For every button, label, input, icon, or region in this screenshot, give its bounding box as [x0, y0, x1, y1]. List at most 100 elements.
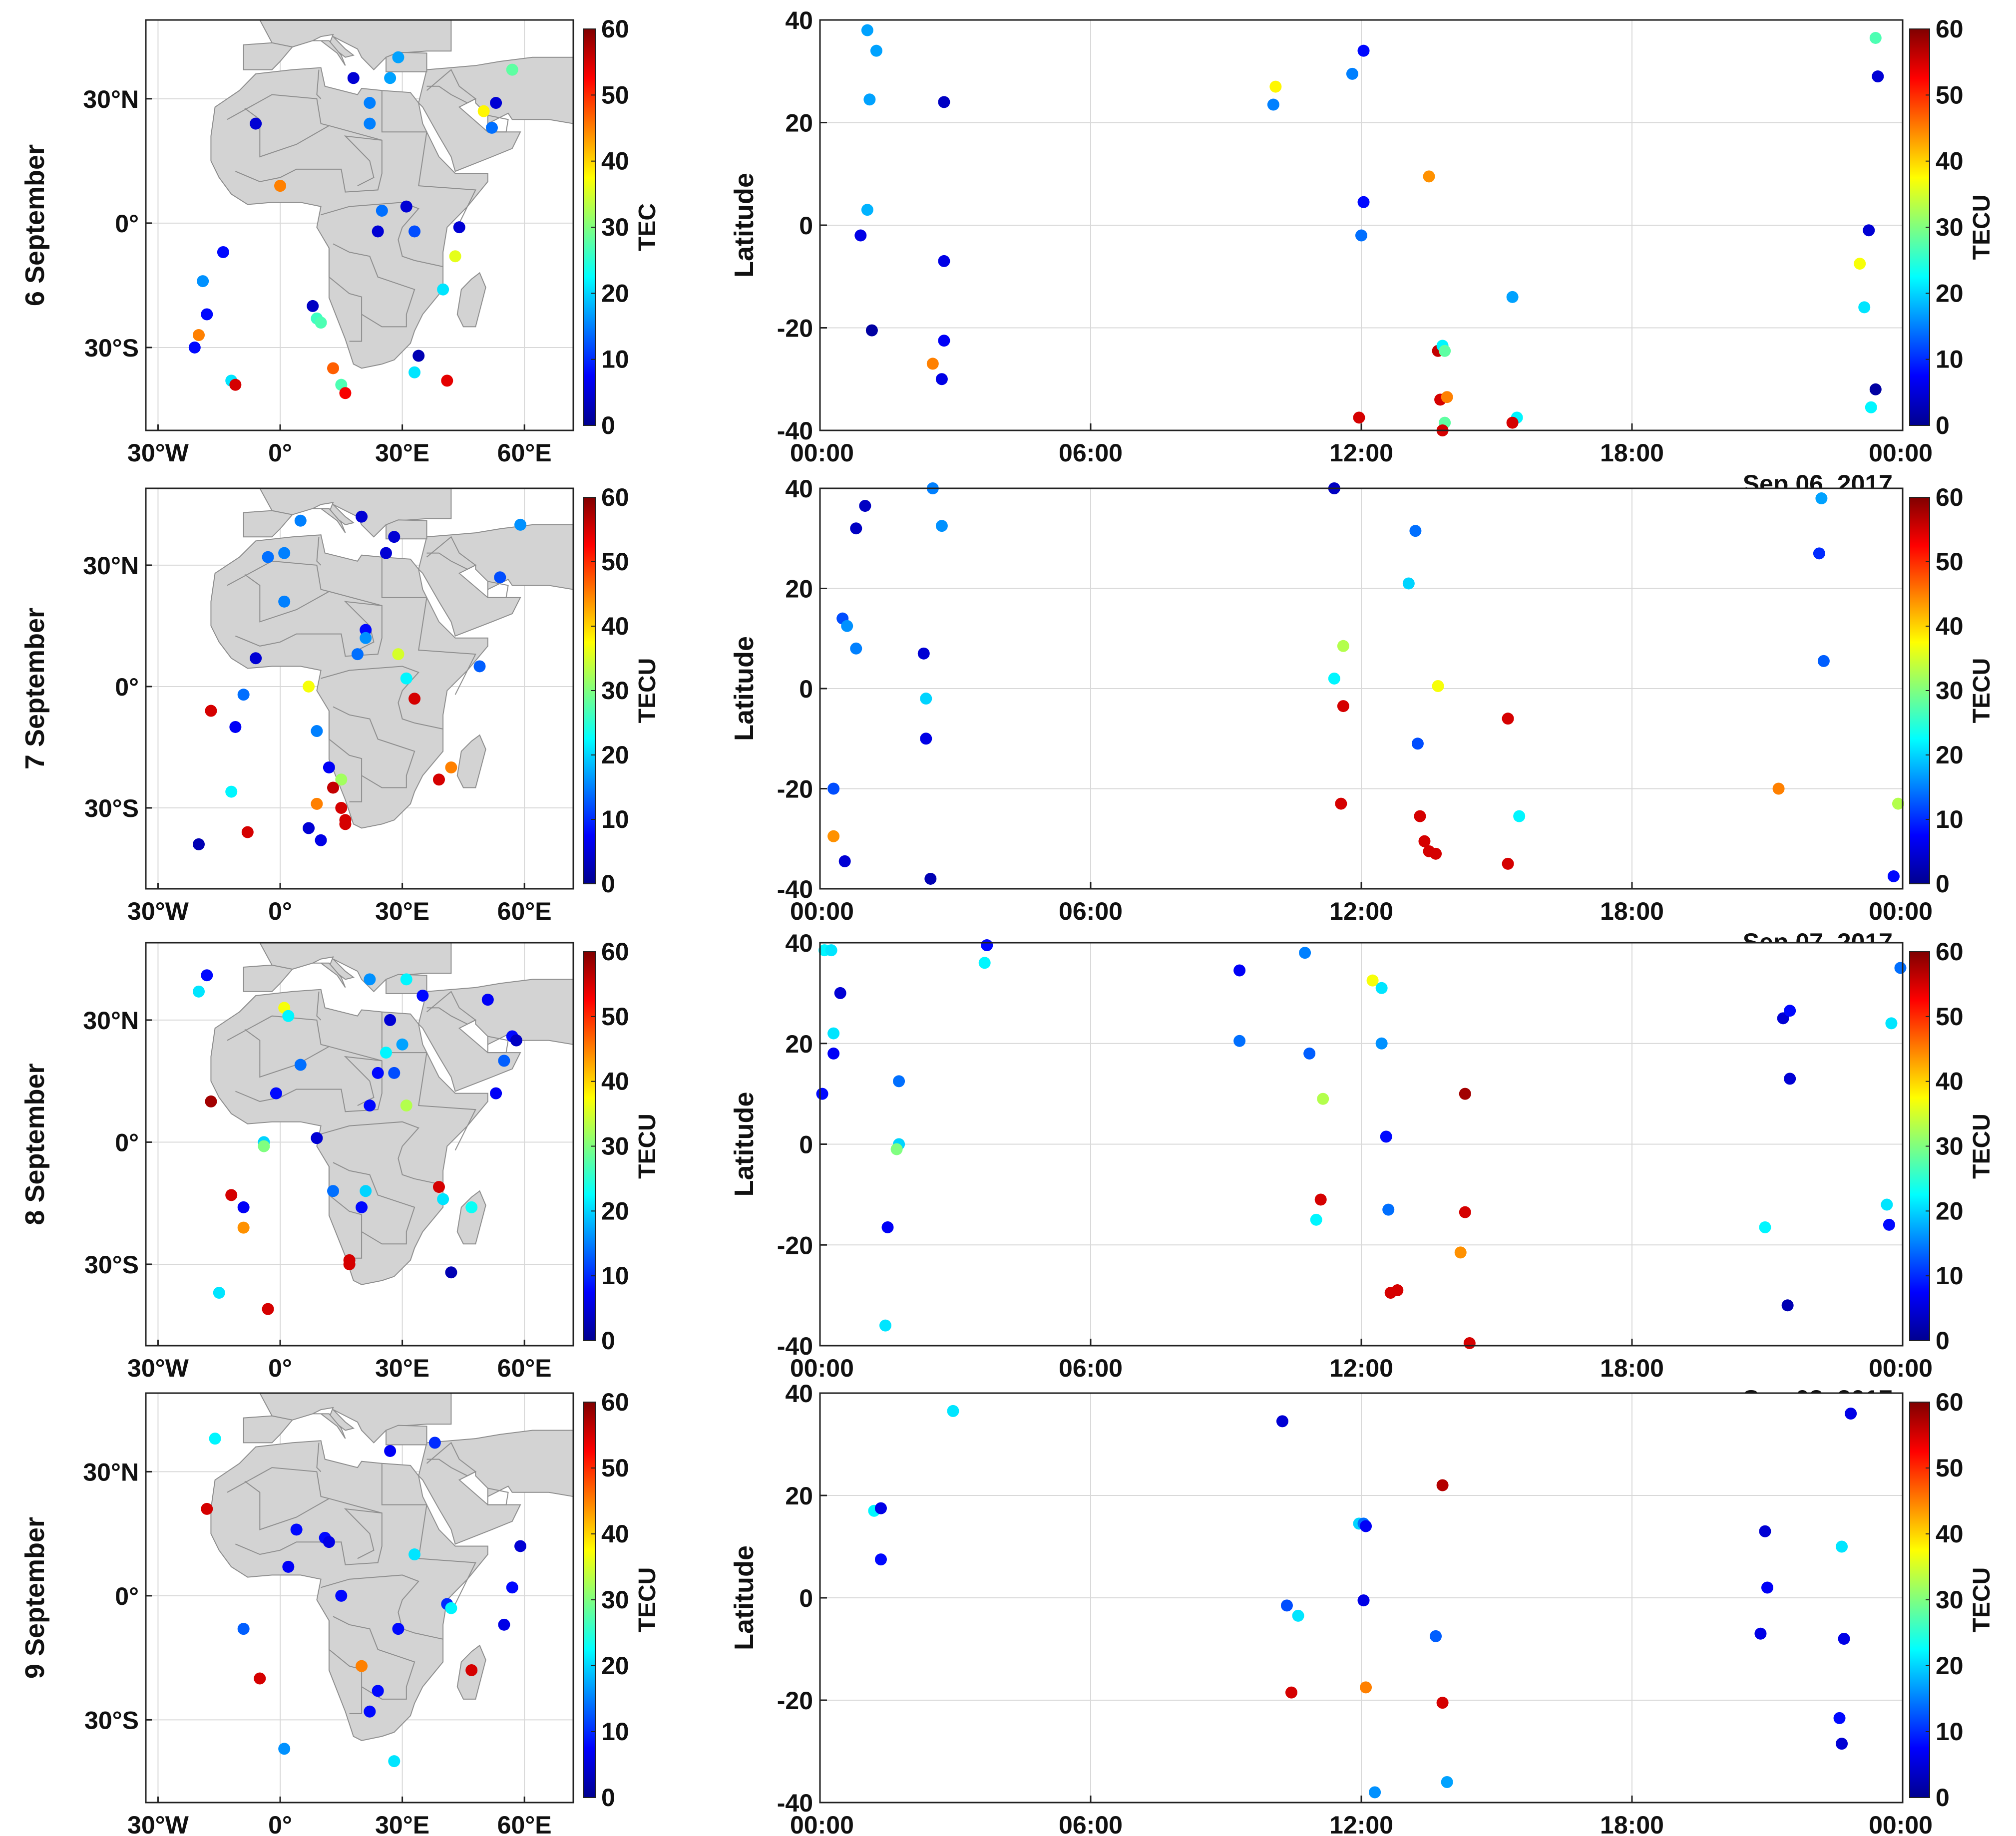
- map-content: [146, 943, 573, 1346]
- colorbar-tick-label: 60: [1936, 15, 1964, 43]
- map-lat-tick-label: 0°: [115, 1582, 139, 1610]
- ts-data-point: [1838, 1633, 1850, 1645]
- timeseries-colorbar: 0 10 20 30 40 50 60 TECU: [1909, 15, 1995, 439]
- land-polygon: [313, 1413, 346, 1439]
- map-station-point: [510, 1034, 522, 1047]
- map-station-point: [237, 1623, 250, 1635]
- map-station-point: [400, 672, 412, 685]
- panel-row-3: 30°W 0° 30°E 60°E 30°N 0° 30°S 8 September 0 10 20…: [20, 929, 1995, 1413]
- land-polygon: [313, 508, 346, 533]
- country-border: [426, 1442, 477, 1476]
- map-lon-tick-label: 60°E: [497, 897, 552, 925]
- ts-data-point: [827, 782, 840, 795]
- map-station-point: [364, 117, 376, 130]
- colorbar-tick-label: 10: [1936, 805, 1964, 833]
- country-border: [381, 1463, 476, 1604]
- ts-x-tick-label: 06:00: [1059, 897, 1123, 925]
- ts-data-point: [1506, 416, 1519, 429]
- map-station-point: [392, 1623, 404, 1635]
- map-frame: [145, 19, 574, 431]
- colorbar-tick-label: 60: [1936, 938, 1964, 966]
- map-station-point: [514, 1540, 527, 1552]
- map-station-point: [217, 246, 229, 258]
- colorbar-label: TECU: [1969, 1113, 1995, 1179]
- map-station-point: [278, 595, 291, 608]
- map-station-point: [294, 514, 307, 527]
- country-border: [227, 1467, 330, 1499]
- map-station-point: [408, 1548, 421, 1561]
- map-station-point: [250, 117, 262, 130]
- map-station-point: [258, 1140, 270, 1152]
- ts-x-tick-label: 00:00: [1869, 897, 1933, 925]
- map-station-point: [412, 350, 425, 362]
- country-border: [426, 69, 477, 104]
- country-border: [321, 202, 443, 267]
- colorbar-tick-label: 50: [1936, 1003, 1964, 1031]
- land-polygon: [456, 734, 486, 788]
- map-station-point: [473, 660, 486, 673]
- ts-data-point: [1328, 672, 1340, 685]
- country-border: [349, 775, 363, 802]
- colorbar-tick-label: 50: [601, 548, 629, 576]
- ts-data-point: [1759, 1221, 1771, 1233]
- colorbar-tick-label: 10: [601, 346, 629, 373]
- colorbar-tick-label: 60: [601, 1388, 629, 1416]
- ts-data-point: [1833, 1712, 1846, 1724]
- map-station-point: [437, 283, 449, 296]
- ts-y-tick-label: 20: [785, 109, 813, 137]
- country-border: [349, 1687, 363, 1714]
- ts-data-point: [841, 620, 853, 632]
- ts-y-tick-label: 0: [799, 1131, 813, 1159]
- ts-data-point: [1276, 1415, 1288, 1428]
- ts-data-point: [1454, 1246, 1467, 1259]
- colorbar-tick-label: 40: [601, 147, 629, 175]
- country-border: [381, 90, 476, 232]
- ts-data-point: [859, 500, 871, 512]
- map-station-point: [416, 989, 429, 1002]
- map-colorbar: 0 10 20 30 40 50 60 TECU: [583, 938, 661, 1355]
- map-lat-tick-label: 30°N: [83, 85, 139, 113]
- ts-data-point: [1836, 1738, 1848, 1750]
- map-station-point: [225, 785, 238, 798]
- ts-data-point: [917, 647, 930, 660]
- africa-landmass: [210, 20, 573, 369]
- ts-y-tick-label: -40: [777, 875, 813, 903]
- ts-data-point: [861, 24, 873, 36]
- map-station-point: [364, 1100, 376, 1112]
- ts-data-point: [1360, 1681, 1372, 1694]
- colorbar-tick-label: 60: [1936, 483, 1964, 511]
- ts-data-point: [1380, 1130, 1392, 1143]
- map-station-point: [498, 1618, 510, 1631]
- ts-data-point: [870, 44, 882, 57]
- ts-x-tick-label: 00:00: [1869, 1811, 1933, 1836]
- ts-data-point: [1815, 492, 1828, 505]
- map-lat-tick-label: 30°S: [84, 334, 139, 362]
- ts-ylabel: Latitude: [729, 636, 759, 741]
- map-station-point: [408, 693, 421, 705]
- map-station-point: [282, 1560, 295, 1573]
- ts-x-tick-label: 18:00: [1600, 1354, 1664, 1382]
- map-colorbar: 0 10 20 30 40 50 60 TECU: [583, 483, 661, 898]
- colorbar-tick-label: 30: [1936, 1586, 1964, 1614]
- ts-y-tick-label: -20: [777, 315, 813, 343]
- panel-row-1: 30°W 0° 30°E 60°E 30°N 0° 30°S 6 September 0 10 20…: [20, 6, 1995, 498]
- ts-y-tick-label: 20: [785, 1030, 813, 1058]
- ts-x-tick-label: 18:00: [1600, 897, 1664, 925]
- ts-x-tick-label: 00:00: [790, 439, 854, 467]
- ts-data-point: [1269, 80, 1282, 93]
- map-station-point: [311, 725, 323, 737]
- map-station-point: [506, 63, 518, 76]
- colorbar-tick-label: 0: [601, 1327, 615, 1355]
- colorbar-tick-label: 0: [601, 411, 615, 439]
- timeseries-panel: 00:00 06:00 12:00 18:00 00:00 40 20 0 -20 -40 Lati…: [729, 475, 1933, 956]
- country-border: [227, 1015, 330, 1047]
- map-station-point: [237, 1201, 250, 1213]
- land-polygon: [210, 534, 488, 829]
- colorbar-tick-label: 30: [601, 1586, 629, 1614]
- map-lat-tick-label: 0°: [115, 1128, 139, 1156]
- country-border: [316, 991, 322, 1021]
- ts-data-point: [1366, 974, 1379, 987]
- timeseries-colorbar: 0 10 20 30 40 50 60 TECU: [1909, 1388, 1995, 1812]
- map-lon-tick-label: 60°E: [497, 1811, 552, 1836]
- ts-x-tick-label: 18:00: [1600, 439, 1664, 467]
